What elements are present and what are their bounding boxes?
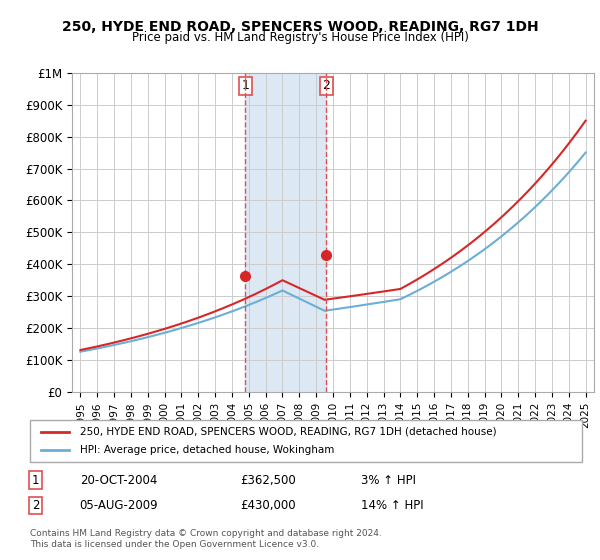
- Text: 2: 2: [322, 79, 330, 92]
- Text: 2: 2: [32, 499, 39, 512]
- Text: 05-AUG-2009: 05-AUG-2009: [80, 499, 158, 512]
- Text: 14% ↑ HPI: 14% ↑ HPI: [361, 499, 424, 512]
- Text: Price paid vs. HM Land Registry's House Price Index (HPI): Price paid vs. HM Land Registry's House …: [131, 31, 469, 44]
- Bar: [245, 73, 326, 392]
- Text: HPI: Average price, detached house, Wokingham: HPI: Average price, detached house, Woki…: [80, 445, 334, 455]
- Text: £430,000: £430,000: [240, 499, 295, 512]
- Text: Contains HM Land Registry data © Crown copyright and database right 2024.
This d: Contains HM Land Registry data © Crown c…: [30, 529, 382, 549]
- Text: £362,500: £362,500: [240, 474, 296, 487]
- Text: 250, HYDE END ROAD, SPENCERS WOOD, READING, RG7 1DH: 250, HYDE END ROAD, SPENCERS WOOD, READI…: [62, 20, 538, 34]
- Text: 20-OCT-2004: 20-OCT-2004: [80, 474, 157, 487]
- Text: 3% ↑ HPI: 3% ↑ HPI: [361, 474, 416, 487]
- Text: 1: 1: [32, 474, 39, 487]
- FancyBboxPatch shape: [30, 420, 582, 462]
- Text: 250, HYDE END ROAD, SPENCERS WOOD, READING, RG7 1DH (detached house): 250, HYDE END ROAD, SPENCERS WOOD, READI…: [80, 427, 496, 437]
- Text: 1: 1: [242, 79, 250, 92]
